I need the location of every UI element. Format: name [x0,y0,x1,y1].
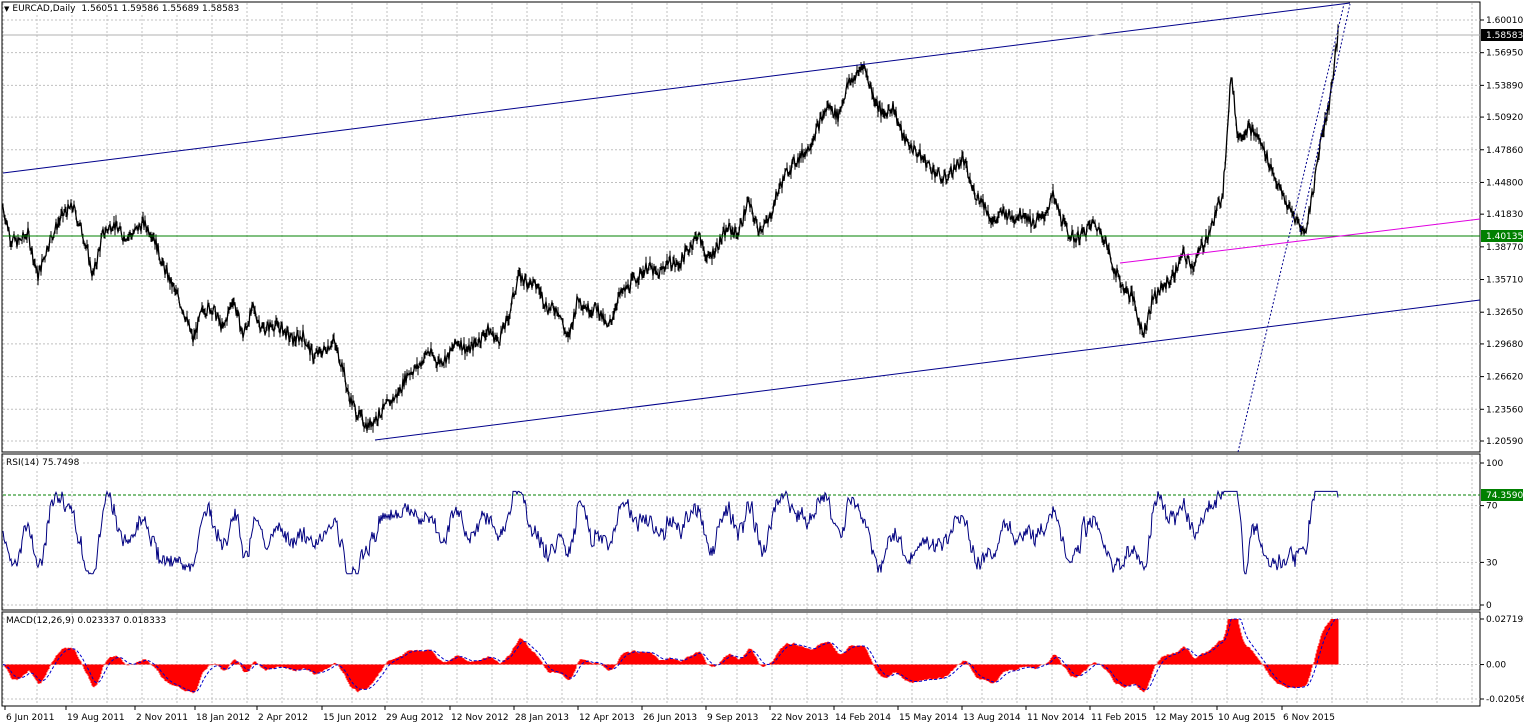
rsi-panel-frame [1,453,1481,611]
separator-comma: , [49,4,53,14]
macd-tick-label: 0.027192 [1486,615,1524,625]
rsi-panel-title: RSI(14) 75.7498 [6,458,83,469]
price-tick-label: 1.44800 [1486,178,1523,188]
rsi-series [2,489,1339,575]
time-tick-label: 6 Nov 2015 [1283,713,1335,723]
symbol-label: EURCAD [12,4,50,14]
macd-title: MACD(12,26,9) [6,616,75,626]
price-tick-label: 1.38770 [1486,243,1523,253]
current-price-tag [1481,29,1523,41]
rsi-tick-label: 0 [1486,601,1492,611]
rsi-tick-label: 100 [1486,459,1503,469]
macd-histogram-bars [3,619,1339,694]
ohlc-close: 1.58583 [202,4,240,14]
channel-upper-line[interactable] [2,2,1351,174]
time-tick-label: 11 Feb 2015 [1091,713,1147,723]
main-grid [2,3,1480,451]
channel-lower-line[interactable] [374,299,1481,441]
time-tick-label: 11 Nov 2014 [1027,713,1085,723]
steep-trend-line-2[interactable] [1299,3,1351,233]
time-tick-label: 28 Jan 2013 [515,713,569,723]
rsi-level-tag [1481,489,1523,501]
steep-trend-line-1[interactable] [1237,3,1345,453]
time-tick-label: 15 Jun 2012 [323,713,377,723]
time-tick-label: 12 Nov 2012 [451,713,509,723]
rsi-line [2,489,1339,575]
price-tick-label: 1.35710 [1486,276,1523,286]
time-tick-label: 13 Aug 2014 [963,713,1021,723]
macd-signal-line [2,618,1338,693]
time-tick-label: 2 Apr 2012 [258,713,308,723]
price-tick-label: 1.60010 [1486,16,1523,26]
ohlc-open: 1.56051 [81,4,119,14]
price-tick-label: 1.50920 [1486,113,1523,123]
collapse-triangle-icon[interactable]: ▼ [4,5,10,13]
time-tick-label: 15 May 2014 [899,713,958,723]
ohlc-high: 1.59586 [121,4,159,14]
macd-value: 0.023337 [77,616,121,626]
rsi-grid [2,455,1480,609]
price-series [2,24,1339,433]
rsi-level-label: 74.3590 [1486,491,1523,501]
time-tick-label: 12 May 2015 [1155,713,1214,723]
rsi-axis: 100 70 30 0 [1480,459,1503,611]
time-tick-label: 29 Aug 2012 [386,713,444,723]
current-price-label: 1.58583 [1486,31,1523,41]
price-tick-label: 1.47860 [1486,146,1523,156]
price-tick-label: 1.53890 [1486,81,1523,91]
time-tick-label: 14 Feb 2014 [835,713,891,723]
rsi-value: 75.7498 [42,458,80,468]
price-tick-label: 1.26620 [1486,373,1523,383]
rsi-panel[interactable]: 100 70 30 0 74.3590 [1,453,1523,611]
price-tick-label: 1.41830 [1486,210,1523,220]
price-tick-label: 1.56950 [1486,49,1523,59]
rsi-tick-label: 30 [1486,558,1498,568]
time-tick-label: 6 Jun 2011 [6,713,54,723]
magenta-trend-line[interactable] [1119,218,1481,264]
ohlc-low: 1.55689 [161,4,200,14]
price-tick-label: 1.32650 [1486,308,1523,318]
support-price-tag [1481,230,1523,242]
main-price-panel[interactable]: 1.60010 1.56950 1.53890 1.50920 1.47860 1.448… [1,1,1523,453]
price-line [2,30,1339,432]
time-tick-label: 26 Jun 2013 [643,713,697,723]
macd-signal-value: 0.018333 [123,616,167,626]
macd-signal-line [2,618,1338,693]
main-panel-frame [1,1,1481,453]
rsi-tick-label: 70 [1486,502,1498,512]
time-axis: 6 Jun 2011 19 Aug 2011 2 Nov 2011 18 Jan 20… [2,705,1480,723]
macd-tick-label: 0.00 [1486,661,1506,671]
macd-panel-title: MACD(12,26,9) 0.023337 0.018333 [6,616,170,627]
time-tick-label: 22 Nov 2013 [771,713,829,723]
support-price-label: 1.40135 [1486,232,1523,242]
macd-histogram [3,619,1339,694]
price-tick-label: 1.29680 [1486,340,1523,350]
price-tick-label: 1.20590 [1486,437,1523,447]
time-tick-label: 2 Nov 2011 [136,713,188,723]
time-tick-label: 9 Sep 2013 [707,713,758,723]
main-panel-title: ▼ EURCAD,Daily 1.56051 1.59586 1.55689 1.585… [4,4,243,15]
main-price-axis: 1.60010 1.56950 1.53890 1.50920 1.47860 1.448… [1480,16,1523,447]
timeframe-label: Daily [52,4,76,14]
rsi-title: RSI(14) [6,458,40,468]
time-tick-label: 19 Aug 2011 [67,713,125,723]
time-tick-label: 18 Jan 2012 [196,713,250,723]
price-tick-label: 1.23560 [1486,405,1523,415]
time-tick-label: 12 Apr 2013 [579,713,635,723]
time-tick-label: 10 Aug 2015 [1218,713,1276,723]
